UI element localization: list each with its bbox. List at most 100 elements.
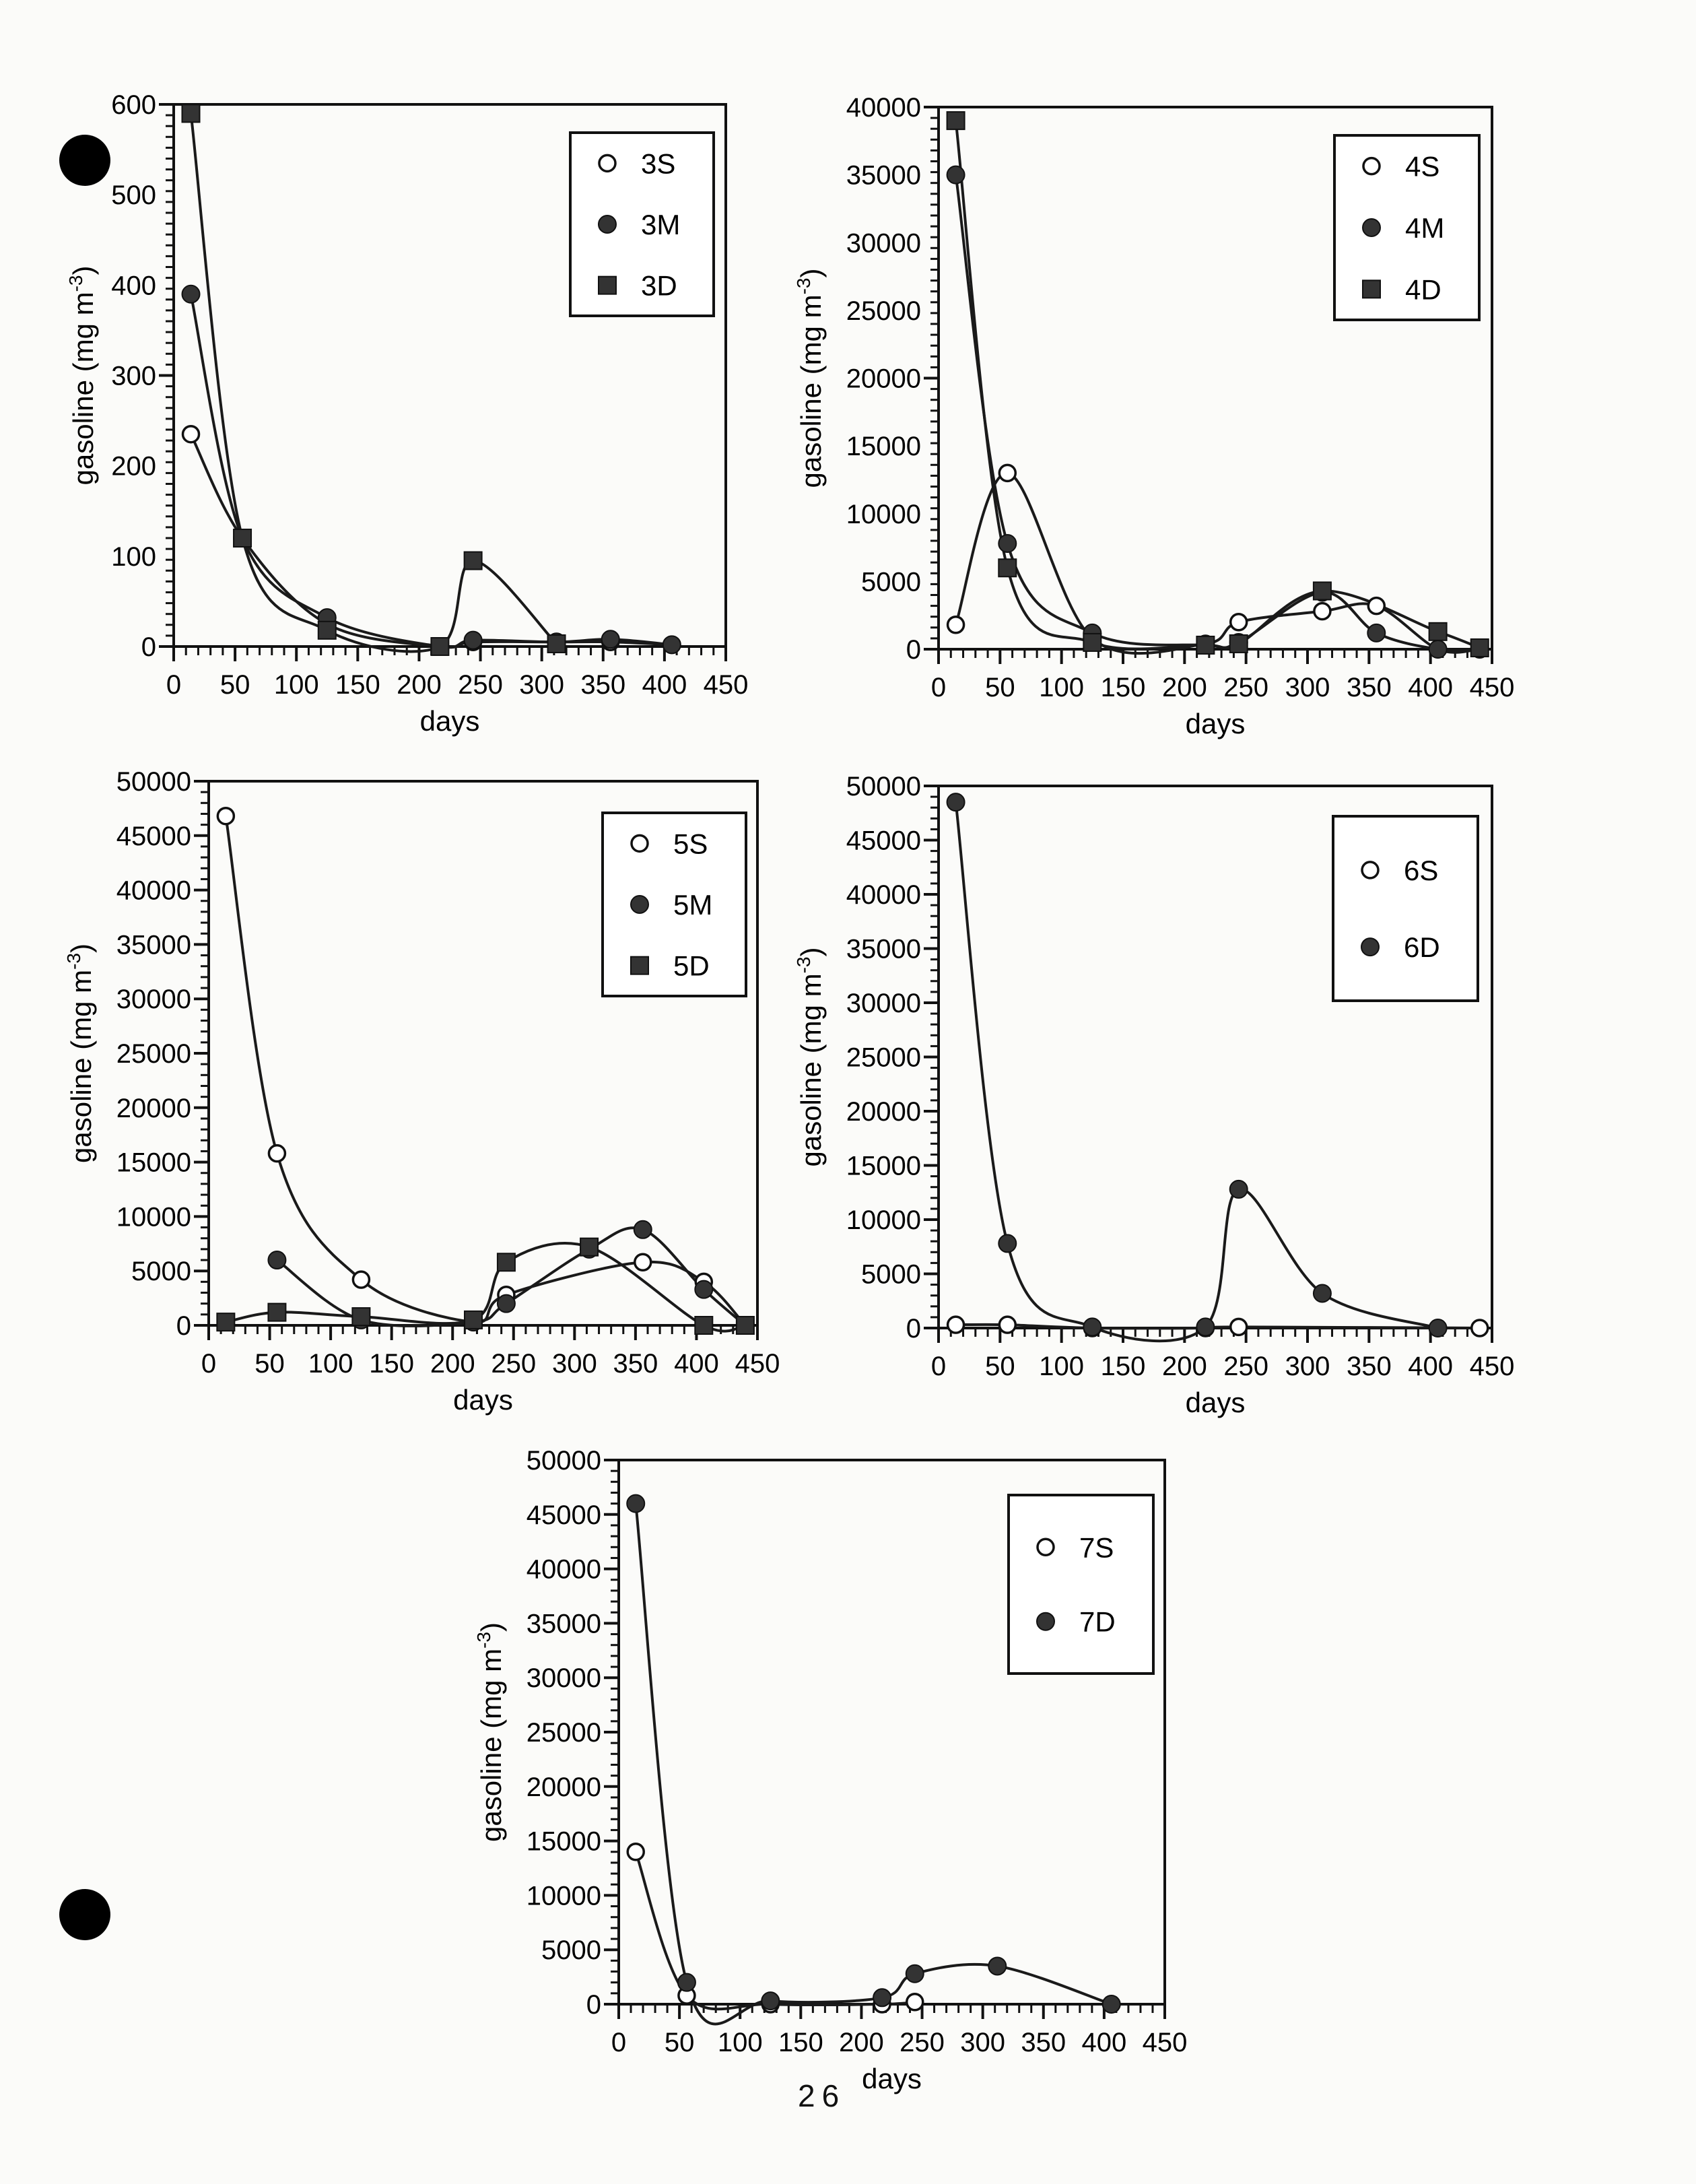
y-tick-label: 400 xyxy=(111,271,156,300)
y-tick-label: 30000 xyxy=(116,985,191,1014)
legend-marker-6D xyxy=(1361,937,1380,957)
y-tick-label: 10000 xyxy=(527,1881,601,1911)
y-tick-label: 40000 xyxy=(116,876,191,906)
legend-marker-4S xyxy=(1362,156,1381,176)
y-tick-label: 15000 xyxy=(527,1827,601,1857)
y-tick-label: 50000 xyxy=(527,1446,601,1476)
y-tick-label: 15000 xyxy=(116,1148,191,1178)
y-tick-label: 600 xyxy=(111,90,156,120)
legend-label: 5S xyxy=(673,828,708,859)
data-point-7D xyxy=(905,1964,924,1983)
x-tick-label: 300 xyxy=(1285,1352,1330,1381)
data-point-4S xyxy=(1367,596,1386,616)
legend-label: 4D xyxy=(1405,273,1441,305)
series-line-5D xyxy=(225,1242,746,1333)
y-tick-label: 40000 xyxy=(846,93,921,123)
legend-box xyxy=(569,131,715,317)
data-point-5S xyxy=(216,806,236,826)
data-point-6D xyxy=(998,1234,1017,1253)
y-tick-label: 20000 xyxy=(846,1097,921,1127)
x-tick-label: 200 xyxy=(430,1349,475,1379)
data-point-5D xyxy=(496,1253,516,1272)
data-point-5M xyxy=(694,1280,714,1299)
y-tick-label: 10000 xyxy=(846,1205,921,1235)
x-tick-label: 400 xyxy=(674,1349,719,1379)
data-point-6D xyxy=(1083,1317,1102,1337)
x-tick-label: 50 xyxy=(985,1352,1015,1381)
x-tick-label: 450 xyxy=(735,1349,780,1379)
data-point-5M xyxy=(633,1220,652,1239)
x-tick-label: 100 xyxy=(1039,1352,1084,1381)
legend-box xyxy=(1333,134,1481,321)
punch-hole xyxy=(59,135,110,186)
legend-label: 4M xyxy=(1405,212,1444,244)
x-tick-label: 150 xyxy=(1101,1352,1146,1381)
data-point-4S xyxy=(1229,613,1248,632)
x-tick-label: 150 xyxy=(1101,673,1146,702)
x-tick-label: 300 xyxy=(1285,673,1330,702)
y-tick-label: 10000 xyxy=(846,500,921,529)
y-tick-label: 40000 xyxy=(527,1555,601,1585)
data-point-6D xyxy=(946,793,965,812)
x-tick-label: 100 xyxy=(1039,673,1084,702)
legend-label: 3D xyxy=(641,270,677,302)
data-point-6S xyxy=(1470,1319,1489,1337)
data-point-3M xyxy=(601,630,620,649)
x-tick-label: 300 xyxy=(960,2028,1005,2057)
data-point-3D xyxy=(463,551,483,570)
data-point-3M xyxy=(181,284,201,304)
legend-marker-4M xyxy=(1362,218,1381,237)
x-tick-label: 350 xyxy=(1347,673,1392,702)
data-point-3M xyxy=(662,635,681,655)
y-tick-label: 25000 xyxy=(846,1043,921,1073)
data-point-4D xyxy=(1083,632,1102,652)
legend-marker-3D xyxy=(598,275,617,295)
legend-box xyxy=(601,812,747,997)
data-point-5D xyxy=(464,1310,483,1329)
y-tick-label: 50000 xyxy=(116,767,191,797)
series-line-6D xyxy=(954,801,1439,1343)
y-tick-label: 45000 xyxy=(116,822,191,851)
legend-marker-7S xyxy=(1036,1537,1055,1557)
legend-label: 7S xyxy=(1079,1531,1114,1563)
x-tick-label: 300 xyxy=(519,670,564,700)
x-tick-label: 450 xyxy=(704,670,749,700)
y-tick-label: 5000 xyxy=(861,567,921,597)
data-point-4D xyxy=(1196,635,1215,655)
data-point-5D xyxy=(694,1316,714,1335)
y-tick-label: 30000 xyxy=(846,989,921,1018)
chart-4: 0 50 100 150 200 250 300 350 400 450 0 5000 10000 150… xyxy=(793,93,1514,739)
y-tick-label: 35000 xyxy=(846,935,921,964)
legend-label: 4S xyxy=(1405,151,1439,183)
x-axis-label: days xyxy=(1186,708,1246,739)
y-axis-label: gasoline (mg m-3) xyxy=(65,265,99,485)
data-point-4S xyxy=(946,616,965,634)
data-point-5S xyxy=(634,1253,652,1272)
legend-marker-4D xyxy=(1362,279,1381,299)
chart-7: 0 50 100 150 200 250 300 350 400 450 0 5000 10000 150… xyxy=(473,1446,1187,2094)
x-tick-label: 250 xyxy=(491,1349,536,1379)
y-tick-label: 0 xyxy=(176,1311,191,1341)
x-tick-label: 0 xyxy=(166,670,181,700)
chart-5: 0 50 100 150 200 250 300 350 400 450 0 5000 10000 150… xyxy=(63,767,780,1416)
y-tick-label: 25000 xyxy=(846,296,921,326)
y-tick-label: 35000 xyxy=(846,161,921,191)
data-point-7D xyxy=(677,1973,696,1992)
y-tick-label: 500 xyxy=(111,180,156,210)
data-point-4M xyxy=(1367,623,1386,642)
x-tick-label: 200 xyxy=(397,670,442,700)
y-tick-label: 20000 xyxy=(527,1773,601,1802)
punch-hole xyxy=(59,1889,110,1940)
y-tick-label: 30000 xyxy=(527,1663,601,1693)
series-line-3D xyxy=(189,113,557,653)
x-tick-label: 0 xyxy=(931,673,946,702)
x-tick-label: 0 xyxy=(201,1349,216,1379)
x-tick-label: 450 xyxy=(1470,1352,1515,1381)
x-tick-label: 50 xyxy=(985,673,1015,702)
data-point-6D xyxy=(1196,1317,1215,1337)
x-axis-label: days xyxy=(420,705,480,737)
x-tick-label: 50 xyxy=(665,2028,695,2057)
y-axis-label: gasoline (mg m-3) xyxy=(793,947,827,1166)
y-tick-label: 50000 xyxy=(846,772,921,801)
legend-marker-3S xyxy=(598,154,617,173)
